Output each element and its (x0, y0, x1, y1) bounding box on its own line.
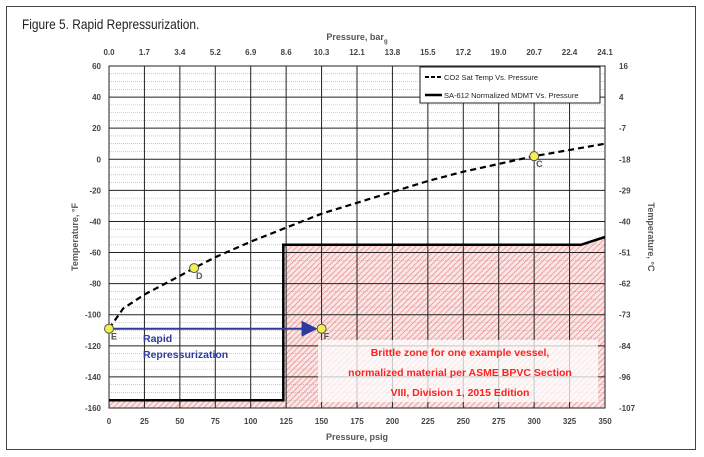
brittle-zone-text: normalized material per ASME BPVC Sectio… (348, 367, 572, 379)
y-tick-label: 0 (97, 155, 102, 164)
y-tick-label: 60 (92, 62, 101, 71)
figure-frame (6, 6, 696, 450)
x-top-tick-label: 13.8 (385, 48, 401, 57)
x-tick-label: 200 (386, 417, 400, 426)
x-tick-label: 250 (457, 417, 471, 426)
y-tick-label: -140 (85, 373, 102, 382)
x-tick-label: 350 (598, 417, 612, 426)
y-right-tick-label: 4 (619, 93, 624, 102)
x-tick-label: 150 (315, 417, 329, 426)
point-e-marker (104, 323, 114, 334)
y-right-tick-label: -7 (619, 124, 627, 133)
x-top-tick-label: 12.1 (349, 48, 365, 57)
point-d-marker (189, 263, 200, 274)
x-top-tick-label: 0.0 (103, 48, 115, 57)
x-top-tick-label: 20.7 (526, 48, 542, 57)
y-tick-label: -20 (89, 186, 101, 195)
x-tick-label: 125 (279, 417, 293, 426)
x-top-tick-label: 8.6 (281, 48, 293, 57)
y-axis-label: Temperature, °F (70, 203, 80, 271)
x-top-tick-label: 15.5 (420, 48, 436, 57)
y-right-tick-label: -18 (619, 155, 631, 164)
mdmt-line (109, 235, 606, 402)
point-c-marker (529, 151, 540, 162)
legend-box (419, 66, 601, 104)
figure-title: Figure 5. Rapid Repressurization. (22, 16, 200, 32)
x-tick-label: 300 (527, 417, 541, 426)
y-tick-label: -160 (85, 404, 102, 413)
brittle-zone-text: VIII, Division 1, 2015 Edition (391, 387, 530, 399)
point-c-label: C (536, 159, 543, 169)
y-tick-label: -80 (89, 280, 101, 289)
x-top-tick-label: 6.9 (245, 48, 257, 57)
point-f-marker (316, 323, 327, 334)
point-f-label: F (324, 332, 330, 342)
x-top-tick-label: 24.1 (597, 48, 613, 57)
y-tick-label: -60 (89, 249, 101, 258)
arrow-label: Repressurization (143, 349, 228, 361)
legend-label: SA-612 Normalized MDMT Vs. Pressure (444, 91, 578, 100)
x-tick-label: 75 (211, 417, 220, 426)
legend-label: CO2 Sat Temp Vs. Pressure (444, 73, 538, 82)
arrow-label: Rapid (143, 333, 172, 345)
y-axis-right-label: Temperature, °C (646, 203, 656, 272)
y-right-tick-label: -84 (619, 342, 631, 351)
x-top-tick-label: 17.2 (455, 48, 471, 57)
x-tick-label: 50 (175, 417, 184, 426)
x-tick-label: 100 (244, 417, 258, 426)
y-right-tick-label: 16 (619, 62, 628, 71)
x-top-tick-label: 22.4 (562, 48, 578, 57)
x-tick-label: 225 (421, 417, 435, 426)
y-right-tick-label: -107 (619, 404, 636, 413)
y-tick-label: -40 (89, 217, 101, 226)
y-right-tick-label: -29 (619, 186, 631, 195)
x-top-tick-label: 1.7 (139, 48, 151, 57)
co2-sat-temp-line (108, 142, 606, 330)
x-top-tick-label: 3.4 (174, 48, 186, 57)
y-tick-label: 20 (92, 124, 101, 133)
point-e-label: E (111, 332, 117, 342)
x-top-tick-label: 10.3 (314, 48, 330, 57)
y-tick-label: -120 (85, 342, 102, 351)
y-tick-label: 40 (92, 93, 101, 102)
y-right-tick-label: -51 (619, 249, 631, 258)
x-axis-label: Pressure, psig (326, 432, 388, 442)
brittle-zone-text: Brittle zone for one example vessel, (371, 347, 550, 359)
x-tick-label: 175 (350, 417, 364, 426)
y-right-tick-label: -62 (619, 280, 631, 289)
y-right-tick-label: -96 (619, 373, 631, 382)
x-tick-label: 0 (107, 417, 112, 426)
top-axis-label: Pressure, barg (326, 32, 388, 45)
x-tick-label: 25 (140, 417, 149, 426)
y-right-tick-label: -40 (619, 217, 631, 226)
x-tick-label: 275 (492, 417, 506, 426)
x-top-tick-label: 19.0 (491, 48, 507, 57)
x-top-tick-label: 5.2 (210, 48, 222, 57)
brittle-text-box (318, 340, 598, 402)
y-right-tick-label: -73 (619, 311, 631, 320)
point-d-label: D (196, 271, 203, 281)
y-tick-label: -100 (85, 311, 102, 320)
x-tick-label: 325 (563, 417, 577, 426)
